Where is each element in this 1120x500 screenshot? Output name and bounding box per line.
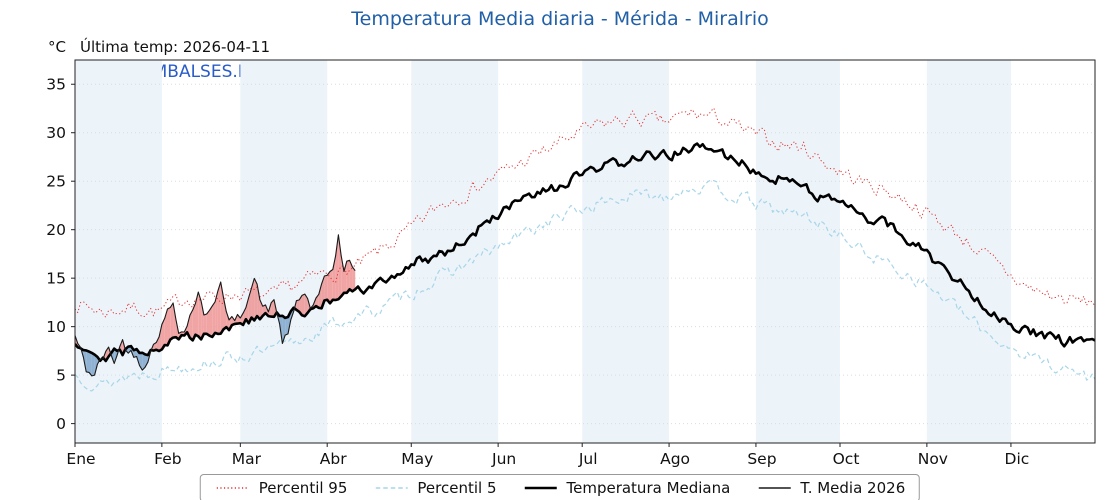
fill-above-median [164,309,168,346]
fill-above-median [223,297,227,330]
chart-title: Temperatura Media diaria - Mérida - Mira… [351,8,769,30]
y-tick-label: 10 [46,318,66,336]
x-tick-label: May [401,450,433,468]
fill-above-median [201,301,204,340]
y-tick-label: 35 [46,76,66,94]
fill-above-median [240,313,244,325]
x-tick-label: Feb [154,450,181,468]
fill-above-median [215,290,218,334]
fill-above-median [203,313,207,334]
fill-above-median [327,271,330,304]
fill-above-median [304,294,308,317]
month-band [582,60,670,443]
fill-below-median [285,317,288,336]
x-tick-label: Jun [491,450,516,468]
fill-above-median [209,305,213,337]
fill-above-median [299,295,302,316]
fill-above-median [198,292,202,340]
fill-above-median [167,307,171,346]
fill-above-median [206,310,210,336]
x-tick-label: Nov [918,450,948,468]
last-temp-label: Última temp: 2026-04-11 [80,38,271,56]
x-tick-label: Mar [232,450,262,468]
fill-above-median [170,302,174,340]
fill-above-median [217,281,221,334]
fill-above-median [212,301,216,337]
fill-below-median [91,352,95,376]
y-tick-label: 15 [46,270,66,288]
fill-above-median [301,294,305,317]
series-percentil-5 [75,179,1095,392]
series-t-media-2026 [75,234,356,377]
month-band [755,60,840,443]
y-tick-label: 25 [46,173,66,191]
fill-above-median [257,284,260,320]
fill-above-median [318,283,322,309]
fill-above-median [254,278,258,321]
x-tick-label: Ago [660,450,690,468]
month-band [240,60,328,443]
fill-above-median [352,267,356,292]
x-tick-label: Dic [1005,450,1030,468]
fill-above-median [195,292,199,337]
fill-below-median [114,348,118,364]
legend-item: Percentil 95 [215,479,348,497]
fill-above-median [161,318,165,350]
fill-above-median [330,269,333,304]
month-band [411,60,499,443]
fill-above-median [245,297,249,324]
fill-above-median [159,324,162,352]
fill-below-median [142,352,146,371]
month-band [75,60,162,443]
fill-above-median [173,302,176,338]
x-tick-label: Sep [747,450,776,468]
legend-item: Temperatura Mediana [522,479,730,497]
legend-swatch-dotted-line-icon [216,487,249,489]
fill-above-median [156,336,160,352]
axes-frame [74,59,1096,444]
y-tick-label: 0 [56,415,66,433]
fill-below-median [145,354,148,368]
fill-above-median [189,310,193,341]
legend-label: Temperatura Mediana [566,479,731,497]
legend-label: Percentil 95 [258,479,348,497]
fill-above-median [324,275,328,301]
y-tick-label: 5 [56,367,66,385]
x-tick-label: Abr [320,450,347,468]
legend-swatch-solid-line-icon [524,486,557,490]
legend-label: Percentil 5 [417,479,497,497]
fill-above-median [153,342,157,351]
month-band [926,60,1011,443]
fill-above-median [346,260,350,293]
legend-swatch-solid-line-icon [758,487,791,489]
legend-item: Percentil 5 [373,479,496,497]
x-tick-label: Ene [66,450,95,468]
legend-item: T. Media 2026 [756,479,905,497]
legend-swatch-dashed-line-icon [375,487,408,489]
y-axis-unit-label: °C [48,38,66,56]
fill-above-median [226,311,230,331]
fill-above-median [271,299,274,317]
fill-below-median [86,350,90,373]
fill-below-median [94,354,98,376]
legend: Percentil 95 Percentil 5 Temperatura Media… [199,474,921,500]
legend-label: T. Media 2026 [800,479,906,497]
fill-below-median [89,351,92,376]
fill-above-median [192,303,196,341]
fill-above-median [237,314,241,324]
y-tick-label: 30 [46,124,66,142]
x-tick-label: Oct [833,450,860,468]
x-tick-label: Jul [578,450,598,468]
y-tick-label: 20 [46,221,66,239]
series-temperatura-mediana [75,142,1095,363]
